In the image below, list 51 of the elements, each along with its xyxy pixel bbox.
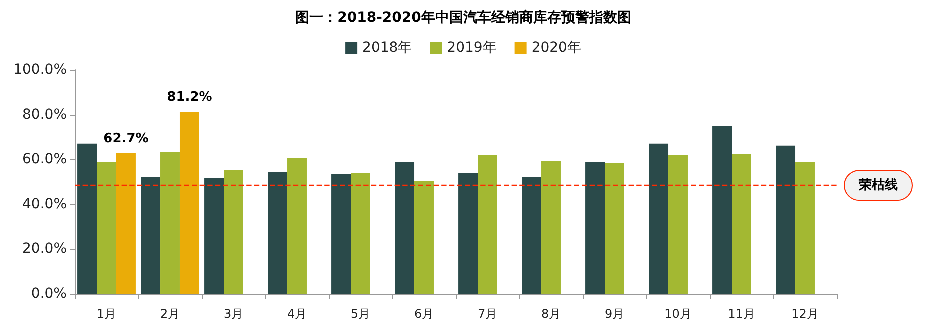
- x-tick-label: 3月: [224, 307, 244, 321]
- bar: [160, 152, 180, 294]
- bar: [649, 144, 669, 294]
- x-tick-label: 4月: [287, 307, 308, 321]
- bar: [732, 154, 752, 294]
- chart-title: 图一：2018-2020年中国汽车经销商库存预警指数图: [296, 9, 632, 26]
- bar: [180, 112, 200, 294]
- bar: [288, 158, 307, 294]
- x-tick-label: 11月: [728, 307, 756, 321]
- y-tick-label: 60.0%: [22, 152, 67, 168]
- x-tick-label: 9月: [604, 307, 625, 321]
- bar: [97, 162, 116, 294]
- y-tick-label: 0.0%: [31, 286, 67, 302]
- y-tick-label: 20.0%: [22, 241, 67, 258]
- x-tick-label: 7月: [478, 307, 498, 321]
- y-tick-label: 40.0%: [22, 196, 67, 212]
- x-tick-label: 6月: [414, 307, 434, 321]
- x-tick-label: 2月: [160, 307, 180, 321]
- bar: [458, 173, 478, 294]
- legend-label: 2018年: [362, 40, 412, 56]
- bar: [776, 146, 796, 294]
- ref-line-label: 荣枯线: [858, 178, 898, 194]
- legend-label: 2019年: [447, 40, 497, 56]
- bar: [605, 163, 624, 294]
- data-label: 62.7%: [104, 132, 149, 147]
- x-tick-label: 8月: [541, 307, 562, 321]
- bar: [542, 161, 561, 294]
- bar: [522, 177, 542, 294]
- bar: [351, 173, 370, 294]
- bar: [116, 154, 136, 294]
- bar: [414, 181, 434, 294]
- x-tick-label: 5月: [350, 307, 371, 321]
- legend-label: 2020年: [532, 40, 582, 56]
- bar: [668, 155, 688, 294]
- bar: [395, 162, 415, 294]
- y-tick-label: 100.0%: [14, 62, 67, 78]
- bar: [268, 172, 288, 294]
- bar: [224, 170, 244, 294]
- y-tick-label: 80.0%: [22, 106, 67, 123]
- bar: [141, 177, 161, 294]
- bar: [796, 162, 815, 294]
- bar: [78, 144, 98, 294]
- bar: [586, 162, 606, 294]
- x-tick-label: 1月: [96, 307, 117, 321]
- bar: [204, 178, 224, 294]
- bar: [712, 126, 732, 294]
- bar: [332, 174, 352, 294]
- x-tick-label: 10月: [664, 307, 692, 321]
- x-tick-label: 12月: [792, 307, 819, 321]
- bar: [478, 155, 498, 294]
- data-label: 81.2%: [167, 90, 212, 106]
